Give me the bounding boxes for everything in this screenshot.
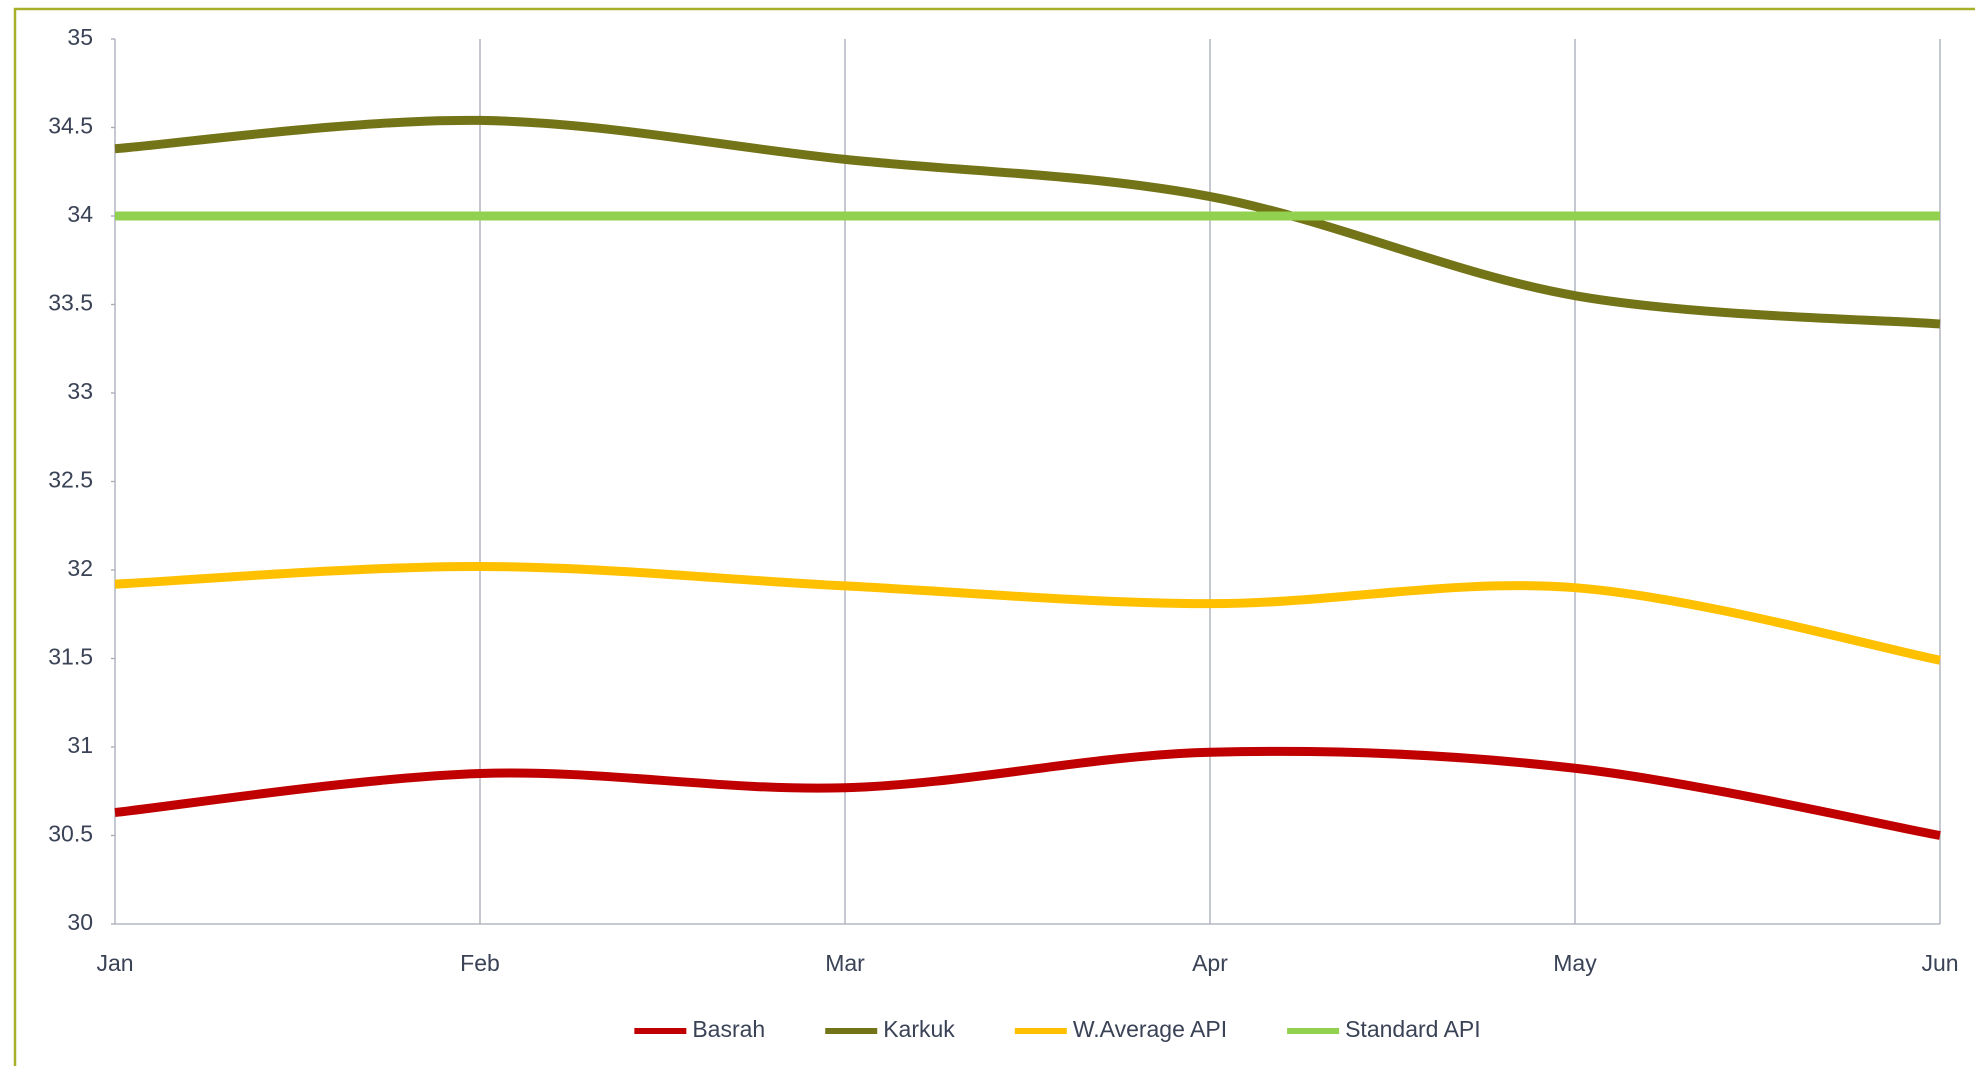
y-tick-label: 32.5	[48, 467, 93, 493]
x-tick-label: Apr	[1192, 950, 1228, 976]
y-tick-label: 33.5	[48, 290, 93, 316]
x-tick-label: Feb	[460, 950, 500, 976]
legend-label: Standard API	[1345, 1016, 1481, 1042]
x-tick-label: Jan	[96, 950, 133, 976]
y-tick-label: 30.5	[48, 821, 93, 847]
x-tick-label: Mar	[825, 950, 865, 976]
y-tick-label: 31	[67, 732, 93, 758]
y-tick-label: 31.5	[48, 644, 93, 670]
y-tick-label: 30	[67, 909, 93, 935]
legend-label: Basrah	[692, 1016, 765, 1042]
legend-label: Karkuk	[883, 1016, 955, 1042]
y-tick-label: 35	[67, 24, 93, 50]
y-tick-label: 34.5	[48, 113, 93, 139]
line-series	[114, 746, 1941, 840]
x-tick-label: May	[1553, 950, 1597, 976]
y-tick-label: 32	[67, 555, 93, 581]
x-tick-label: Jun	[1921, 950, 1958, 976]
chart-frame	[13, 7, 1975, 1066]
y-tick-label: 34	[67, 201, 93, 227]
line-series	[114, 561, 1941, 665]
line-series	[114, 115, 1941, 329]
legend-label: W.Average API	[1073, 1016, 1227, 1042]
y-tick-label: 33	[67, 378, 93, 404]
